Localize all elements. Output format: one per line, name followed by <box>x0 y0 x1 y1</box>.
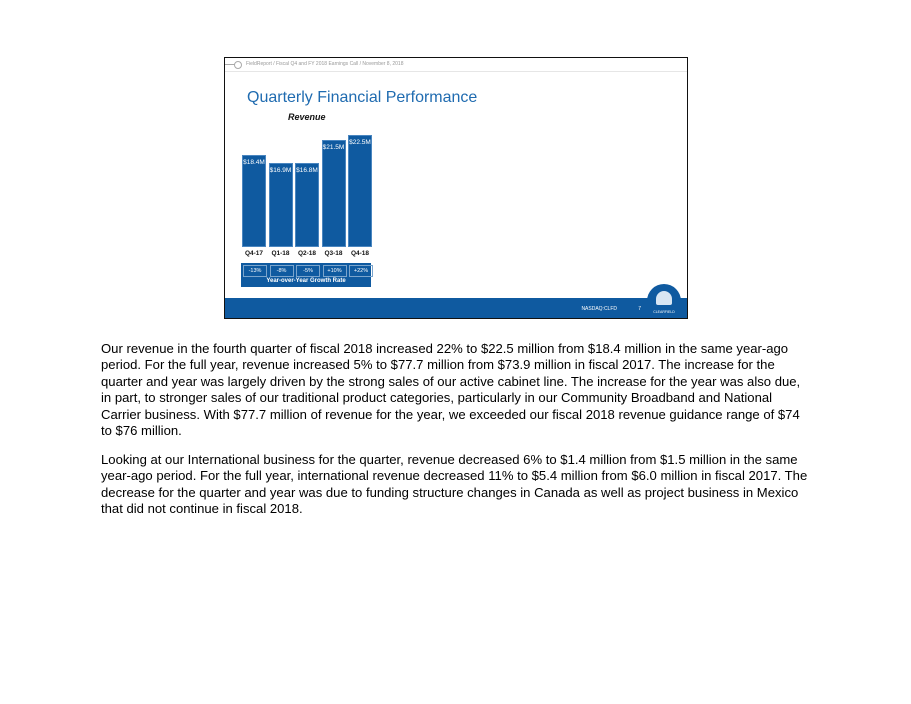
bar-data-label: $21.5M <box>322 143 345 151</box>
category-label: Q2-18 <box>297 250 317 257</box>
bar-data-label: $18.4M <box>243 159 265 166</box>
growth-rate-box: Year-over-Year Growth Rate -13% -8% -5% +10… <box>241 263 373 287</box>
growth-rate: -5% <box>296 265 320 277</box>
clearfield-logo: CLEARFIELD <box>647 284 681 318</box>
breadcrumb-text: FieldReport / Fiscal Q4 and FY 2018 Earn… <box>246 61 404 67</box>
growth-rate: -8% <box>269 265 294 277</box>
bar-Q1-18 <box>268 162 293 247</box>
paragraph-revenue: Our revenue in the fourth quarter of fis… <box>101 341 801 439</box>
bar-Q2-18 <box>295 163 319 247</box>
slide-breadcrumb: FieldReport / Fiscal Q4 and FY 2018 Earn… <box>225 58 687 72</box>
slide-page-number: 7 <box>638 306 641 312</box>
bar-data-label: $22.5M <box>349 138 371 146</box>
bar-Q4-18 <box>348 134 372 247</box>
category-label: Q4-18 <box>350 250 370 257</box>
slide-image: FieldReport / Fiscal Q4 and FY 2018 Earn… <box>224 57 688 319</box>
category-label: Q3-18 <box>324 250 343 257</box>
bar-data-label: $16.8M <box>296 167 318 174</box>
paragraph-international: Looking at our International business fo… <box>101 452 808 517</box>
category-label: Q1-18 <box>271 250 290 257</box>
breadcrumb-circle-icon <box>234 61 242 69</box>
slide-title: Quarterly Financial Performance <box>247 89 478 106</box>
growth-rate: -13% <box>243 265 267 277</box>
bar-data-label: $16.9M <box>269 166 292 174</box>
bar-Q3-18 <box>321 139 346 247</box>
logo-text: CLEARFIELD <box>653 310 675 314</box>
chart-title: Revenue <box>288 112 326 122</box>
slide-footer: NASDAQ:CLFD 7 <box>225 298 687 318</box>
bar-Q4-17 <box>242 155 266 247</box>
category-label: Q4-17 <box>244 250 264 257</box>
growth-rate: +22% <box>349 265 373 277</box>
fan-logo-icon <box>656 291 672 305</box>
growth-title: Year-over-Year Growth Rate <box>266 278 346 284</box>
breadcrumb-line <box>225 64 235 65</box>
growth-rate: +10% <box>322 265 347 277</box>
ticker: NASDAQ:CLFD <box>581 306 617 312</box>
